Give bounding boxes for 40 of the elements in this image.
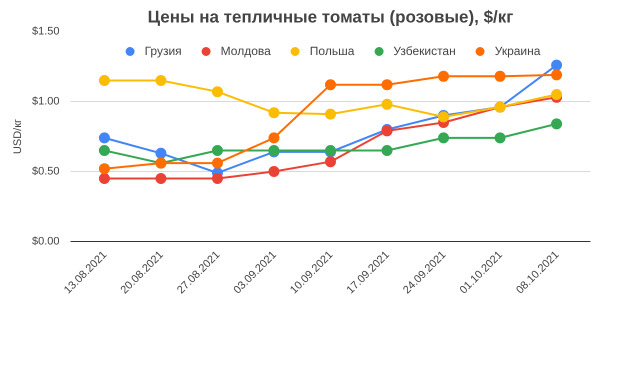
point — [155, 173, 166, 184]
point — [551, 69, 562, 80]
y-tick-label: $1.00 — [32, 96, 60, 108]
y-axis-title: USD/кг — [12, 118, 24, 154]
point — [268, 132, 280, 144]
point — [268, 166, 280, 177]
legend-label: Грузия — [144, 44, 182, 58]
point — [98, 145, 110, 156]
legend-label: Узбекистан — [393, 44, 456, 58]
point — [551, 118, 562, 130]
point — [494, 70, 506, 82]
point — [98, 132, 110, 144]
y-tick-label: $0.00 — [32, 236, 60, 248]
point — [98, 163, 110, 174]
point — [551, 60, 562, 71]
legend-label: Молдова — [220, 44, 271, 58]
point — [382, 79, 393, 90]
point — [438, 132, 450, 144]
y-tick-label: $1.50 — [32, 26, 60, 38]
point — [98, 173, 110, 184]
point — [551, 89, 562, 100]
legend-label: Украина — [494, 44, 540, 58]
point — [212, 86, 223, 98]
point — [212, 145, 223, 156]
point — [155, 148, 166, 159]
point — [212, 173, 223, 184]
point — [268, 107, 280, 118]
point — [212, 158, 223, 169]
point — [494, 132, 506, 144]
y-tick-label: $0.50 — [32, 166, 60, 178]
point — [438, 70, 450, 82]
point — [382, 145, 393, 156]
point — [325, 156, 336, 168]
chart-title: Цены на тепличные томаты (розовые), $/кг — [148, 8, 514, 26]
point — [382, 98, 393, 110]
point — [325, 108, 336, 120]
point — [98, 75, 110, 86]
legend-label: Польша — [310, 44, 354, 58]
point — [155, 75, 166, 86]
point — [325, 79, 336, 90]
